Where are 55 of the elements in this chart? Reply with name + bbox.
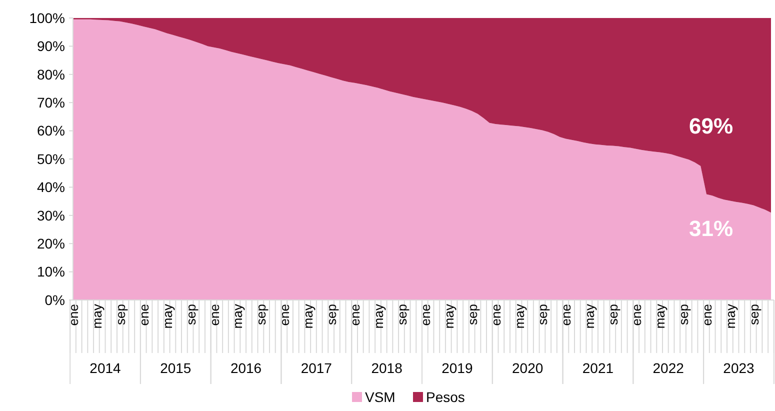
y-tick-label: 60%	[36, 122, 65, 139]
x-tick-label: ene	[66, 304, 81, 326]
x-tick-label: sep	[464, 304, 480, 325]
y-tick-label: 30%	[36, 207, 65, 224]
x-tick-label: sep	[183, 304, 198, 325]
x-tick-label: may	[371, 304, 386, 329]
y-tick-label: 50%	[36, 150, 65, 167]
text: 2014	[90, 360, 122, 376]
text: 2022	[652, 360, 684, 376]
x-tick-label: may	[89, 304, 104, 329]
y-tick-label: 70%	[36, 94, 65, 110]
legend-label: Pesos	[426, 389, 465, 405]
x-tick-label: may	[300, 304, 316, 329]
x-tick-label: may	[652, 304, 668, 329]
x-tick-label: sep	[676, 304, 692, 325]
x-tick-label: ene	[629, 304, 644, 326]
x-tick-label: ene	[488, 304, 504, 326]
x-tick-label: sep	[112, 304, 128, 325]
text: 2021	[582, 360, 614, 376]
text: 2020	[512, 360, 544, 376]
y-tick-label: 20%	[36, 236, 65, 252]
x-tick-label: ene	[206, 304, 222, 326]
x-tick-label: may	[230, 304, 246, 329]
x-tick-label: may	[441, 304, 456, 329]
text: 2019	[442, 360, 473, 376]
text: 2023	[723, 360, 755, 376]
y-tick-label: 40%	[36, 179, 65, 196]
x-tick-label: sep	[324, 304, 340, 325]
y-tick-label: 0%	[44, 292, 65, 308]
x-tick-label: sep	[746, 304, 762, 325]
x-tick-label: sep	[606, 304, 621, 325]
x-tick-label: ene	[558, 304, 574, 326]
text: 2018	[371, 360, 403, 376]
x-tick-label: ene	[418, 304, 433, 326]
x-tick-label: ene	[136, 304, 152, 326]
x-tick-label: ene	[277, 304, 292, 326]
x-tick-label: may	[512, 304, 527, 329]
y-tick-label: 90%	[36, 38, 65, 54]
annotation: 69%	[688, 114, 734, 139]
x-tick-label: ene	[348, 304, 363, 326]
x-tick-label: may	[582, 304, 598, 329]
text: 2017	[300, 360, 332, 376]
y-tick-label: 10%	[36, 264, 65, 280]
x-tick-label: may	[722, 304, 738, 329]
text: 2015	[160, 360, 192, 376]
text: 2016	[230, 360, 262, 376]
x-tick-label: ene	[699, 304, 714, 326]
legend-label: VSM	[365, 389, 396, 405]
annotation: 31%	[688, 216, 734, 242]
x-tick-label: sep	[254, 304, 269, 325]
x-tick-label: may	[160, 304, 175, 329]
y-tick-label: 100%	[29, 10, 65, 26]
y-tick-label: 80%	[36, 66, 65, 82]
x-tick-label: sep	[535, 304, 550, 325]
x-tick-label: sep	[394, 304, 410, 325]
